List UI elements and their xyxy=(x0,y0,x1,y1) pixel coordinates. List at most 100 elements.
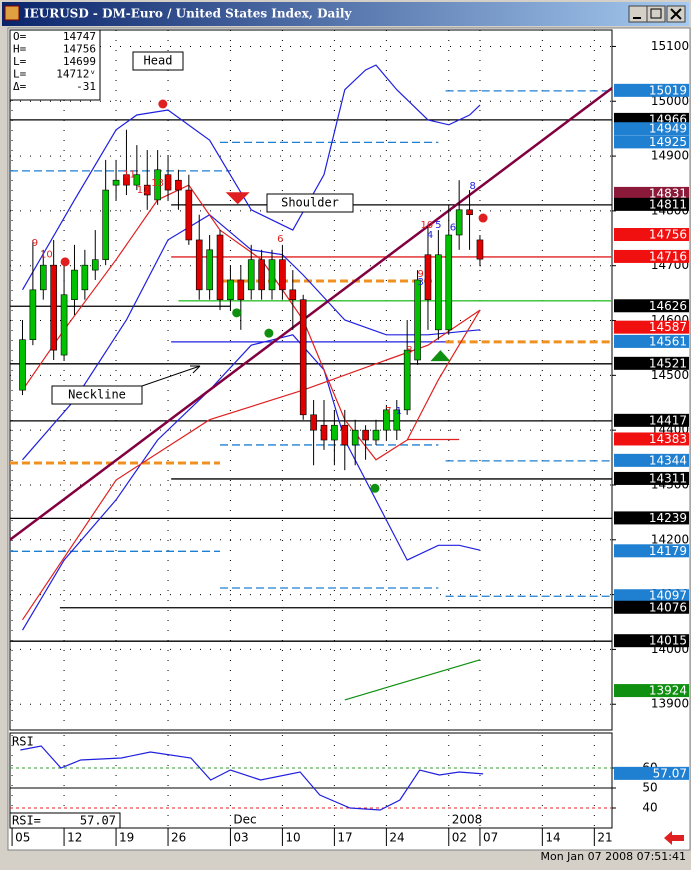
candle-body xyxy=(351,429,359,446)
signal-dot xyxy=(478,213,488,223)
info-label: L= xyxy=(13,55,27,68)
candle-body xyxy=(71,269,78,300)
rsi-panel xyxy=(9,732,613,829)
price-tag xyxy=(614,197,689,211)
candle-body xyxy=(154,169,161,201)
candle-body xyxy=(19,339,26,391)
price-tag xyxy=(614,356,689,370)
info-label: L= xyxy=(13,68,27,81)
price-tag-label: 14587 xyxy=(649,320,687,334)
price-tag-label: 14239 xyxy=(649,511,687,525)
price-tag-label: 14344 xyxy=(649,453,687,467)
month-label: Dec xyxy=(233,813,256,827)
signal-triangle xyxy=(225,192,250,205)
candle-body xyxy=(91,259,99,271)
price-tag-label: 14716 xyxy=(649,249,687,263)
candle-body xyxy=(393,409,401,431)
scroll-arrow[interactable] xyxy=(664,831,684,845)
price-tag-label: 14076 xyxy=(649,600,687,614)
price-tag xyxy=(614,135,689,149)
indicator-line xyxy=(344,659,481,701)
window-buttons[interactable] xyxy=(628,5,686,23)
price-tag xyxy=(614,634,689,648)
price-panel xyxy=(9,29,613,731)
price-tag-label: 14949 xyxy=(649,122,687,136)
price-tag xyxy=(614,600,689,614)
candle-body xyxy=(424,254,432,300)
candle-body xyxy=(195,239,203,291)
candle-body xyxy=(123,174,130,186)
candle-body xyxy=(362,429,369,441)
price-tag xyxy=(614,511,689,525)
price-tag xyxy=(614,334,689,348)
candle-body xyxy=(164,174,172,191)
candle-body xyxy=(341,424,349,446)
signal-dot xyxy=(264,328,274,338)
x-tick-label: 12 xyxy=(67,831,82,845)
count-label: 1 xyxy=(396,406,402,417)
price-tag-label: 13924 xyxy=(649,684,687,698)
candle-body xyxy=(206,249,213,291)
candle-body xyxy=(383,409,390,431)
candle-body xyxy=(268,259,276,291)
price-tag xyxy=(614,413,689,427)
maximize-glyph xyxy=(650,8,662,19)
candle-body xyxy=(299,299,307,416)
signal-dot xyxy=(370,483,380,493)
count-label: 6 xyxy=(450,222,456,233)
candle-body xyxy=(445,234,453,331)
x-tick-label: 17 xyxy=(337,831,352,845)
indicator-line xyxy=(9,87,613,541)
price-tag-label: 14756 xyxy=(649,228,687,242)
x-tick-label: 24 xyxy=(389,831,404,845)
candle-body xyxy=(310,414,317,431)
candle-body xyxy=(247,259,255,291)
count-label: 5 xyxy=(435,220,441,231)
x-tick-label: 07 xyxy=(483,831,498,845)
candle-body xyxy=(227,279,234,300)
info-value: -31 xyxy=(76,80,96,93)
info-box xyxy=(9,29,101,101)
y-tick-label: 13900 xyxy=(651,697,689,711)
candle-body xyxy=(39,264,47,291)
price-tag xyxy=(614,299,689,313)
x-tick-label: 03 xyxy=(233,831,248,845)
candle-body xyxy=(414,279,421,361)
price-tag-label: 14626 xyxy=(649,299,687,313)
signal-dot xyxy=(158,99,168,109)
signal-dot xyxy=(60,257,70,267)
window-title: IEURUSD - DM-Euro / United States Index,… xyxy=(24,7,352,21)
minimize-button[interactable] xyxy=(628,5,648,23)
price-tag-label: 14097 xyxy=(649,589,687,603)
rsi-value-label: RSI= xyxy=(12,814,41,828)
rsi-value: 57.07 xyxy=(80,814,116,828)
count-label: 9 xyxy=(32,238,38,249)
head-label: Head xyxy=(144,54,173,68)
x-tick-label: 26 xyxy=(171,831,186,845)
candle-body xyxy=(133,174,141,186)
maximize-button[interactable] xyxy=(646,5,666,23)
candle-body xyxy=(50,264,57,351)
price-tag-label: 14311 xyxy=(649,471,687,485)
indicator-line xyxy=(21,334,481,631)
neckline-arrow xyxy=(141,365,201,387)
info-label: Δ= xyxy=(13,80,27,93)
app-icon xyxy=(4,5,20,21)
info-label: O= xyxy=(13,30,27,43)
price-tag xyxy=(614,432,689,446)
count-label: 13 xyxy=(151,178,164,189)
price-tag-label: 14417 xyxy=(649,413,687,427)
price-tag-label: 14179 xyxy=(649,544,687,558)
count-label: 11 xyxy=(123,170,136,181)
price-tag xyxy=(614,471,689,485)
count-label: 4 xyxy=(427,230,433,241)
shoulder-box xyxy=(266,193,354,213)
x-tick-label: 10 xyxy=(285,831,300,845)
candle-body xyxy=(237,279,245,300)
price-tag xyxy=(614,228,689,242)
indicator-line xyxy=(21,64,481,291)
timestamp: Mon Jan 07 2008 07:51:41 xyxy=(540,850,686,863)
rsi-value-box xyxy=(9,812,121,829)
price-tag xyxy=(614,249,689,263)
candle-body xyxy=(60,294,68,356)
